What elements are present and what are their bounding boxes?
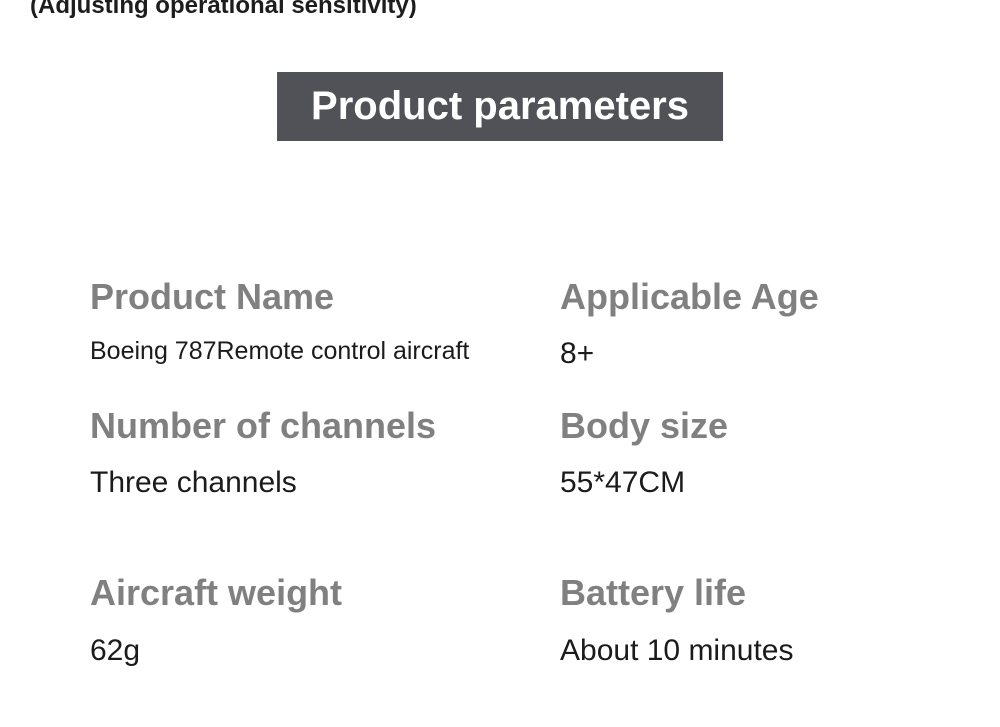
param-weight: Aircraft weight 62g <box>90 571 560 668</box>
param-value: 62g <box>90 633 560 669</box>
param-applicable-age: Applicable Age 8+ <box>560 275 940 372</box>
caption-partial: (Adjusting operational sensitivity) <box>30 0 417 20</box>
param-label: Battery life <box>560 571 940 614</box>
param-value: 8+ <box>560 336 940 372</box>
param-value: About 10 minutes <box>560 633 940 669</box>
param-label: Number of channels <box>90 404 560 447</box>
param-product-name: Product Name Boeing 787Remote control ai… <box>90 275 560 372</box>
parameters-grid: Product Name Boeing 787Remote control ai… <box>90 275 940 669</box>
param-label: Product Name <box>90 275 560 318</box>
section-title: Product parameters <box>277 72 723 141</box>
param-battery: Battery life About 10 minutes <box>560 571 940 668</box>
param-label: Body size <box>560 404 940 447</box>
param-label: Aircraft weight <box>90 571 560 614</box>
param-value: Three channels <box>90 465 560 501</box>
param-label: Applicable Age <box>560 275 940 318</box>
param-value: 55*47CM <box>560 465 940 501</box>
param-body-size: Body size 55*47CM <box>560 404 940 501</box>
param-channels: Number of channels Three channels <box>90 404 560 501</box>
param-value: Boeing 787Remote control aircraft <box>90 336 560 366</box>
